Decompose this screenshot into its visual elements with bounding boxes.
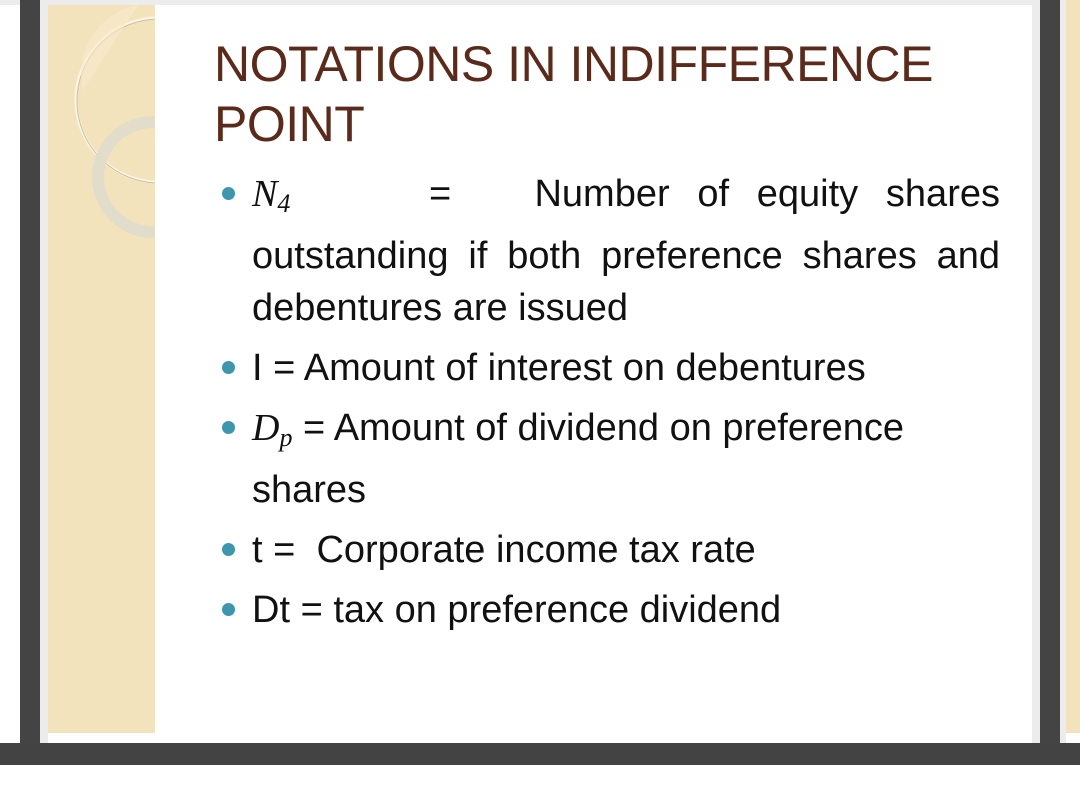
definition: tax on preference dividend	[333, 589, 782, 631]
viewer-frame-left	[20, 0, 40, 743]
bullet-icon	[222, 421, 235, 434]
decorative-circles-icon	[74, 5, 155, 238]
next-slide-border	[1060, 0, 1066, 743]
definition: Amount of dividend on preference shares	[252, 407, 905, 511]
definition: Amount of interest on debentures	[303, 347, 866, 389]
equals: =	[300, 589, 323, 631]
symbol: N	[252, 173, 278, 215]
symbol: Dt	[252, 589, 290, 631]
list-item: t = Corporate income tax rate	[222, 524, 1000, 576]
list-item: Dp = Amount of dividend on preference sh…	[222, 402, 1000, 516]
equals: =	[273, 347, 296, 389]
subscript: p	[279, 423, 293, 452]
equals: =	[303, 407, 326, 449]
bullet-list: N4 = Number of equity shares outstanding…	[222, 168, 1000, 644]
definition: Number of equity shares outstanding if b…	[252, 173, 1000, 329]
equals: =	[429, 173, 452, 215]
symbol: D	[252, 407, 280, 449]
definition: Corporate income tax rate	[316, 529, 756, 571]
list-item: N4 = Number of equity shares outstanding…	[222, 168, 1000, 334]
list-item: I = Amount of interest on debentures	[222, 342, 1000, 394]
viewer-bottom-bar	[0, 743, 1080, 765]
viewer-frame-right	[1040, 0, 1060, 743]
bullet-icon	[222, 603, 235, 616]
subscript: 4	[277, 189, 291, 218]
list-item: Dt = tax on preference dividend	[222, 584, 1000, 636]
slide-border-left	[40, 0, 48, 743]
bullet-icon	[222, 187, 235, 200]
slide-title: NOTATIONS IN INDIFFERENCE POINT	[214, 36, 934, 152]
slide-border-right	[1032, 0, 1040, 743]
symbol: I	[252, 347, 263, 389]
next-slide-preview[interactable]	[1066, 0, 1080, 733]
slide-canvas	[155, 5, 1032, 733]
symbol: t	[252, 529, 263, 571]
viewer-top-strip	[0, 0, 1080, 5]
bullet-icon	[222, 543, 235, 556]
equals: =	[273, 529, 296, 571]
slide-decorative-sidebar	[48, 5, 155, 733]
bullet-icon	[222, 361, 235, 374]
